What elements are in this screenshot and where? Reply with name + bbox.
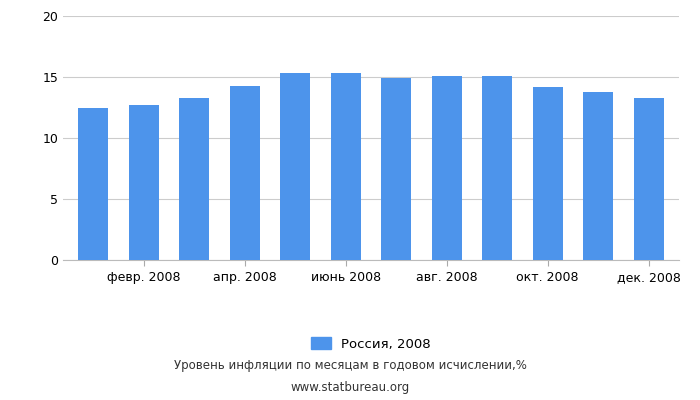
Bar xyxy=(381,78,412,260)
Legend: Россия, 2008: Россия, 2008 xyxy=(306,332,436,356)
Bar xyxy=(179,98,209,260)
Bar xyxy=(78,108,108,260)
Bar xyxy=(330,73,361,260)
Bar xyxy=(230,86,260,260)
Bar xyxy=(482,76,512,260)
Bar xyxy=(583,92,613,260)
Text: Уровень инфляции по месяцам в годовом исчислении,%: Уровень инфляции по месяцам в годовом ис… xyxy=(174,360,526,372)
Text: www.statbureau.org: www.statbureau.org xyxy=(290,382,410,394)
Bar xyxy=(432,76,462,260)
Bar xyxy=(280,73,310,260)
Bar xyxy=(129,105,159,260)
Bar xyxy=(533,87,563,260)
Bar xyxy=(634,98,664,260)
